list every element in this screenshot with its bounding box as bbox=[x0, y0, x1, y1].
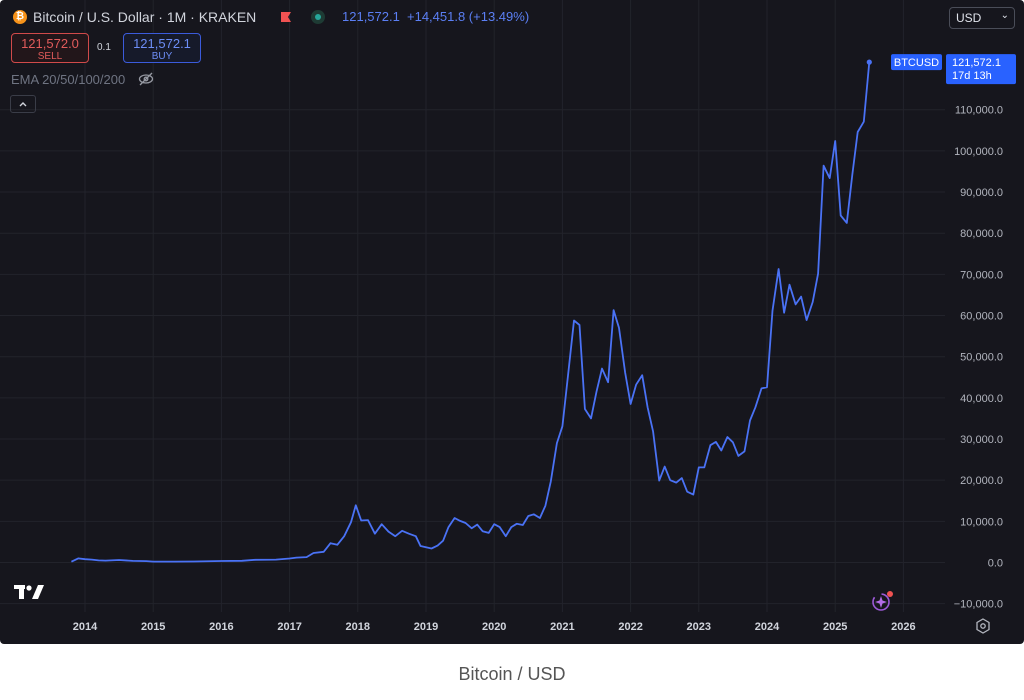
sell-price: 121,572.0 bbox=[21, 36, 79, 51]
last-price-label-box bbox=[946, 54, 1016, 85]
figure-caption: Bitcoin / USD bbox=[458, 664, 566, 684]
y-tick-label: 30,000.0 bbox=[960, 434, 1003, 446]
indicator-label[interactable]: EMA 20/50/100/200 bbox=[11, 72, 126, 87]
y-tick-label: 90,000.0 bbox=[960, 187, 1003, 199]
x-tick-label: 2022 bbox=[618, 621, 642, 633]
y-tick-label: 80,000.0 bbox=[960, 228, 1003, 240]
x-tick-label: 2018 bbox=[346, 621, 370, 633]
y-tick-label: 60,000.0 bbox=[960, 311, 1003, 323]
y-tick-label: −10,000.0 bbox=[954, 599, 1003, 611]
spread-value: 0.1 bbox=[97, 42, 111, 53]
y-tick-label: 20,000.0 bbox=[960, 475, 1003, 487]
eye-off-icon[interactable] bbox=[138, 72, 154, 86]
x-tick-label: 2021 bbox=[550, 621, 574, 633]
x-tick-label: 2015 bbox=[141, 621, 165, 633]
x-tick-label: 2016 bbox=[209, 621, 233, 633]
live-dot-icon bbox=[311, 10, 325, 24]
symbol-tag-label: BTCUSD bbox=[894, 57, 939, 69]
y-tick-label: 110,000.0 bbox=[955, 105, 1003, 117]
y-tick-label: 100,000.0 bbox=[954, 146, 1003, 158]
y-tick-label: 40,000.0 bbox=[960, 393, 1003, 405]
chart-panel: −10,000.0 0.0 10,000.0 20,000.0 30,000.0 40,0… bbox=[0, 0, 1024, 644]
x-tick-label: 2024 bbox=[755, 621, 780, 633]
bitcoin-icon: ₿ bbox=[13, 10, 27, 24]
x-tick-label: 2017 bbox=[277, 621, 301, 633]
y-tick-label: 70,000.0 bbox=[960, 269, 1003, 281]
x-tick-label: 2014 bbox=[73, 621, 98, 633]
buy-label: BUY bbox=[151, 51, 173, 62]
x-tick-label: 2019 bbox=[414, 621, 438, 633]
x-tick-label: 2020 bbox=[482, 621, 506, 633]
currency-select[interactable]: USD ⌄ bbox=[949, 7, 1015, 29]
y-tick-label: 10,000.0 bbox=[960, 516, 1003, 528]
y-tick-label: 0.0 bbox=[988, 558, 1003, 570]
x-tick-label: 2026 bbox=[891, 621, 915, 633]
chevron-up-icon bbox=[19, 102, 27, 107]
price-change: +14,451.8 (+13.49%) bbox=[407, 9, 530, 24]
collapse-button[interactable] bbox=[10, 95, 36, 113]
x-tick-label: 2023 bbox=[687, 621, 711, 633]
buy-button[interactable]: 121,572.1 BUY bbox=[123, 33, 201, 63]
last-price-dot bbox=[866, 59, 872, 65]
tradingview-logo-icon bbox=[14, 585, 44, 599]
x-tick-label: 2025 bbox=[823, 621, 847, 633]
y-tick-label: 50,000.0 bbox=[960, 352, 1003, 364]
symbol-tag bbox=[891, 54, 942, 71]
settings-icon[interactable] bbox=[975, 618, 991, 634]
price-line bbox=[71, 62, 871, 563]
countdown-label: 17d 13h bbox=[952, 70, 992, 82]
chevron-down-icon: ⌄ bbox=[1000, 10, 1009, 21]
flag-icon[interactable] bbox=[280, 11, 292, 23]
last-price-label: 121,572.1 bbox=[952, 57, 1001, 69]
sell-label: SELL bbox=[37, 51, 63, 62]
currency-value: USD bbox=[956, 11, 982, 25]
price-chart[interactable]: −10,000.0 0.0 10,000.0 20,000.0 30,000.0 40,0… bbox=[0, 0, 1024, 644]
last-price: 121,572.1 bbox=[342, 9, 400, 24]
sparkle-alert-icon[interactable] bbox=[871, 590, 895, 612]
symbol-title[interactable]: Bitcoin / U.S. Dollar · 1M · KRAKEN bbox=[33, 9, 257, 25]
sell-button[interactable]: 121,572.0 SELL bbox=[11, 33, 89, 63]
buy-price: 121,572.1 bbox=[133, 36, 191, 51]
